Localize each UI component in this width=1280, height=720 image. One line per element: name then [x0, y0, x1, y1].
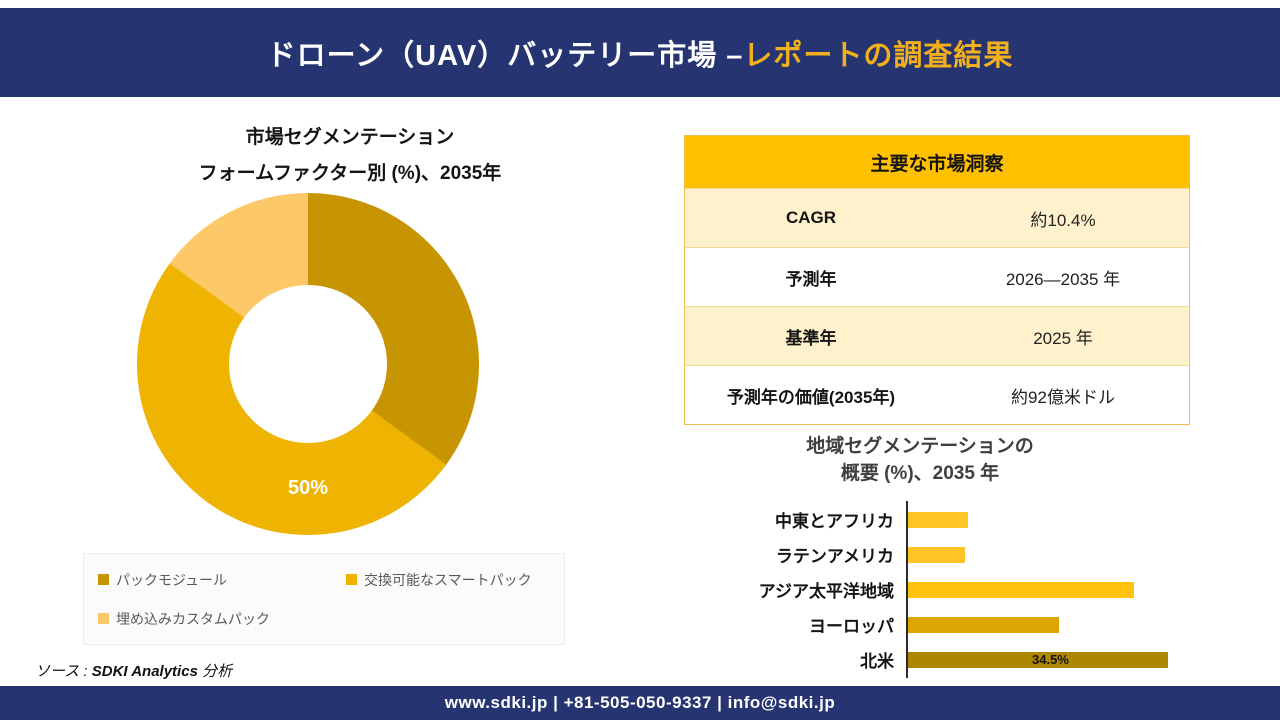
- source-prefix: ソース :: [35, 663, 92, 680]
- table-row-value: 約10.4%: [1030, 210, 1096, 230]
- bar: [908, 581, 1134, 598]
- bar-category-label: ラテンアメリカ: [775, 547, 894, 566]
- source-name: SDKI Analytics: [91, 663, 198, 680]
- legend-label: 交換可能なスマートパック: [364, 571, 532, 588]
- bar-category-label: 中東とアフリカ: [775, 512, 894, 531]
- bar-chart-title: 地域セグメンテーションの 概要 (%)、2035 年: [700, 433, 1140, 487]
- legend-item: 交換可能なスマートパック: [346, 570, 550, 590]
- legend-label: パックモジュール: [116, 571, 228, 588]
- donut-data-label: 50%: [287, 477, 329, 499]
- bar-row: アジア太平洋地域: [733, 572, 1233, 607]
- insights-table: 主要な市場洞察 CAGR 約10.4% 予測年 2026—2035 年基準年 2025 …: [684, 135, 1190, 425]
- bar-value-label: 34.5%: [1032, 651, 1069, 667]
- bar-chart-axis-line: [906, 501, 908, 678]
- table-row: 基準年 2025 年: [685, 306, 1189, 365]
- header-banner: ドローン（UAV）バッテリー市場 –レポートの調査結果: [0, 8, 1280, 97]
- donut-legend: パックモジュール 交換可能なスマートパック埋め込みカスタムパック: [83, 553, 565, 645]
- legend-swatch-icon: [98, 574, 109, 585]
- source-suffix: 分析: [197, 663, 233, 680]
- footer-banner: www.sdki.jp | +81-505-050-9337 | info@sd…: [0, 686, 1280, 720]
- bar-row: ヨーロッパ: [733, 607, 1233, 642]
- donut-chart-subtitle: フォームファクター別 (%)、2035年: [198, 163, 502, 184]
- bar: [908, 546, 965, 563]
- bar-chart-title-line2: 概要 (%)、2035 年: [840, 463, 1000, 484]
- page-title-accent: レポートの調査結果: [743, 39, 1014, 72]
- table-row-label: 予測年: [785, 269, 837, 289]
- table-row: CAGR 約10.4%: [685, 188, 1189, 247]
- table-row-label: 予測年の価値(2035年): [726, 387, 896, 407]
- bar-chart: 中東とアフリカ ラテンアメリカアジア太平洋地域ヨーロッパ北米 34.5%: [733, 502, 1233, 677]
- table-row-label: CAGR: [785, 208, 837, 227]
- bar: [908, 511, 968, 528]
- table-row-value: 2026—2035 年: [1005, 269, 1121, 289]
- legend-item: 埋め込みカスタムパック: [98, 609, 346, 629]
- bar: [908, 616, 1059, 633]
- legend-item: パックモジュール: [98, 570, 346, 590]
- insights-table-body: CAGR 約10.4% 予測年 2026—2035 年基準年 2025 年予測年の価値(…: [685, 188, 1189, 424]
- bar-row: 北米 34.5%: [733, 642, 1233, 677]
- legend-label: 埋め込みカスタムパック: [116, 610, 270, 627]
- footer-contact: www.sdki.jp | +81-505-050-9337 | info@sd…: [444, 693, 836, 712]
- insights-table-header: 主要な市場洞察: [685, 136, 1189, 188]
- bar-category-label: ヨーロッパ: [809, 617, 894, 636]
- bar: 34.5%: [908, 651, 1168, 668]
- bar-category-label: アジア太平洋地域: [758, 582, 894, 601]
- legend-swatch-icon: [98, 613, 109, 624]
- donut-chart-hole: [229, 285, 387, 443]
- table-row-label: 基準年: [785, 328, 837, 348]
- page-title: ドローン（UAV）バッテリー市場 –レポートの調査結果: [267, 32, 1014, 74]
- bar-category-label: 北米: [860, 652, 894, 671]
- source-note: ソース : SDKI Analytics 分析: [35, 660, 232, 681]
- page-title-main: ドローン（UAV）バッテリー市場 –: [266, 39, 744, 72]
- table-row: 予測年の価値(2035年) 約92億米ドル: [685, 365, 1189, 424]
- bar-row: ラテンアメリカ: [733, 537, 1233, 572]
- donut-chart-title: 市場セグメンテーション: [245, 127, 455, 148]
- table-row-value: 2025 年: [1033, 328, 1093, 348]
- bar-chart-title-line1: 地域セグメンテーションの: [806, 436, 1034, 457]
- table-row-value: 約92億米ドル: [1011, 387, 1115, 407]
- legend-swatch-icon: [346, 574, 357, 585]
- bar-row: 中東とアフリカ: [733, 502, 1233, 537]
- table-row: 予測年 2026—2035 年: [685, 247, 1189, 306]
